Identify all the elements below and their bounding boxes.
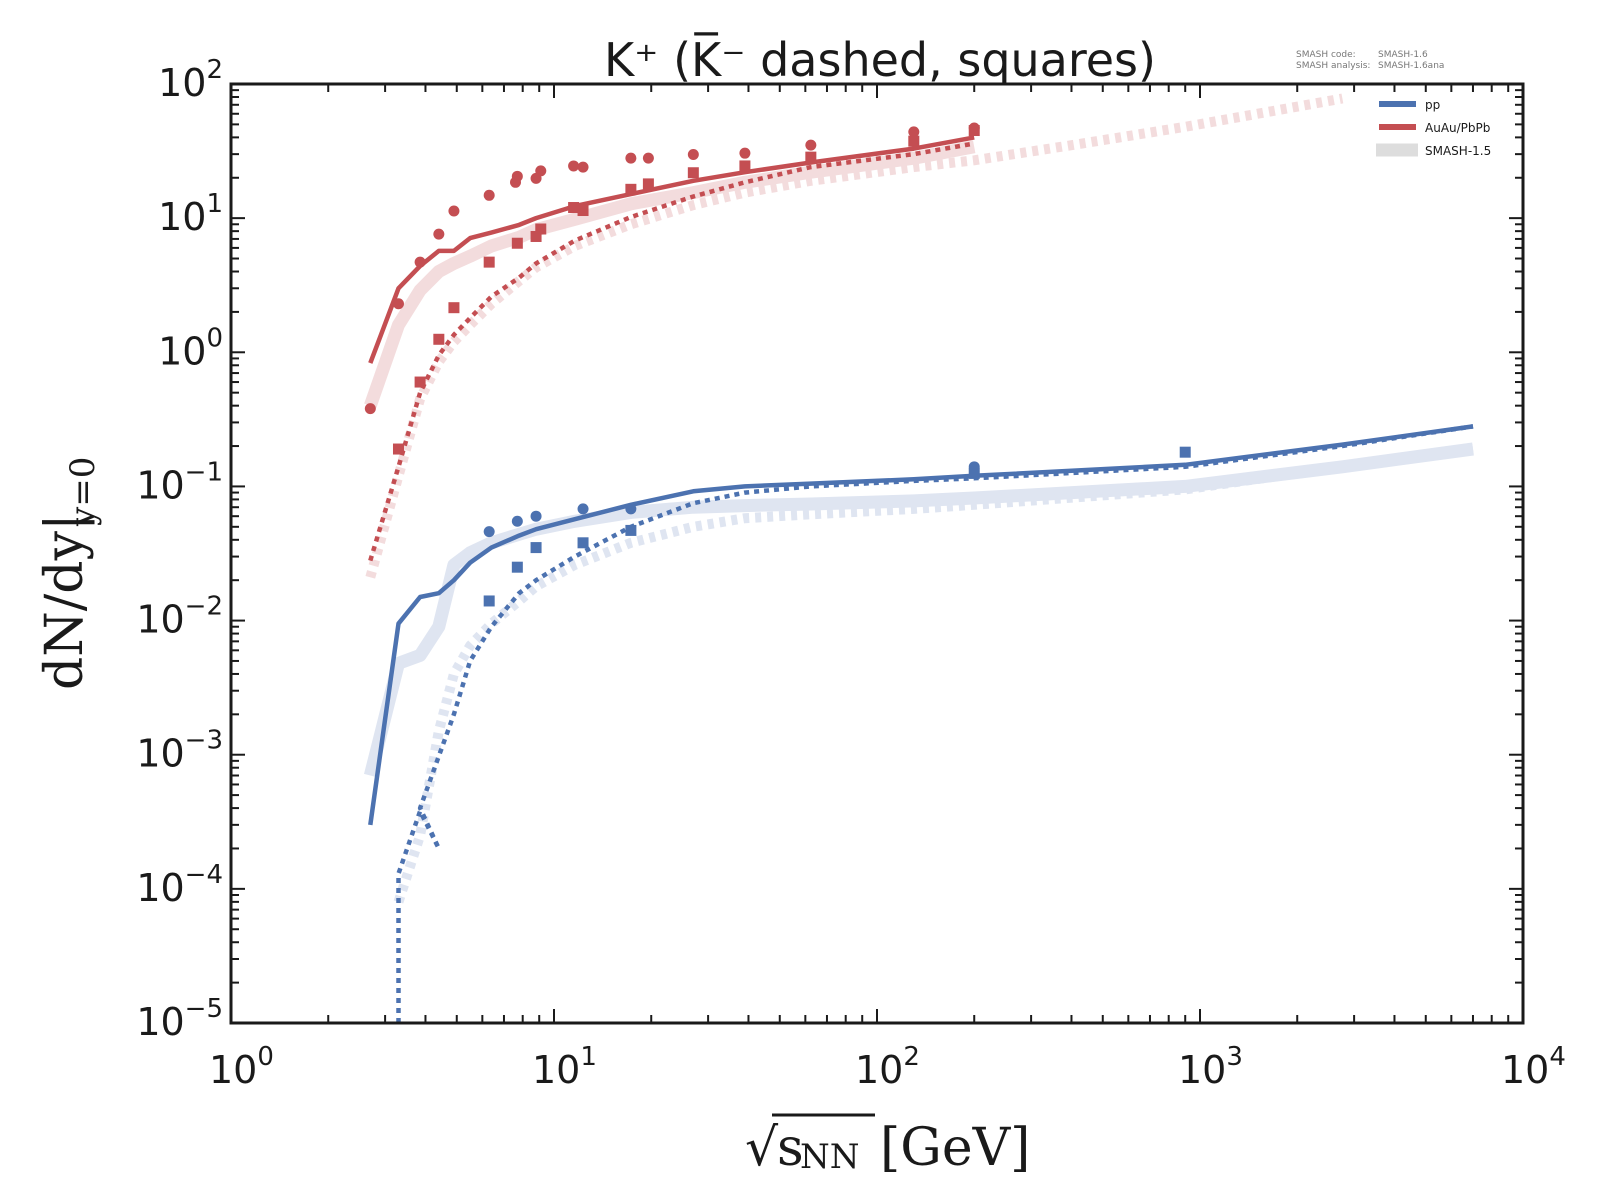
marker-layer [364,122,1191,607]
data-point-circle [364,403,376,415]
series-line-3 [368,141,975,562]
series-line-0 [364,140,976,408]
data-point-circle [577,161,589,173]
code-label: SMASH code: [1296,50,1356,60]
data-point-square [511,561,523,573]
x-tick-label: 100 [209,1042,274,1092]
data-point-circle [535,165,547,177]
data-point-circle [483,189,495,201]
legend: pp AuAu/PbPb SMASH-1.5 [1376,98,1491,158]
data-point-square [968,467,980,479]
tick-layer [230,84,1523,1024]
data-point-square [483,256,495,268]
data-point-circle [511,170,523,182]
series-line-2 [368,135,975,364]
data-point-circle [433,228,445,240]
y-tick-label: 10−1 [136,457,223,507]
data-point-square [577,205,589,217]
y-axis-label-main: dN/dy| [35,514,95,691]
data-point-square [530,230,542,242]
data-point-square [483,595,495,607]
y-tick-label: 101 [158,189,223,239]
data-point-square [392,443,404,455]
data-point-circle [568,160,580,172]
series-line-1 [365,93,1344,579]
x-tick-label: 102 [855,1042,920,1092]
series-line-5 [393,444,1474,904]
data-point-circle [577,503,589,515]
x-axis-label-sqrt: √ [745,1118,779,1178]
data-point-circle [642,152,654,164]
data-point-square [805,151,817,163]
data-point-square [577,537,589,549]
y-tick-label: 10−2 [136,592,223,642]
analysis-value: SMASH-1.6ana [1378,61,1444,71]
y-tick-label: 102 [158,55,223,105]
plot-frame [229,82,1525,1025]
y-axis-label-sub: y=0 [63,457,103,527]
data-point-square [739,160,751,172]
series-line-7 [396,424,1474,1023]
data-point-square [530,542,542,554]
x-tick-label: 103 [1178,1042,1243,1092]
data-point-square [1179,446,1191,458]
legend-label-heavy: AuAu/PbPb [1425,121,1490,135]
data-point-circle [392,298,404,310]
data-point-square [908,135,920,147]
data-point-square [687,167,699,179]
data-point-circle [414,256,426,268]
data-point-square [625,183,637,195]
data-point-circle [908,126,920,138]
data-point-circle [511,515,523,527]
y-tick-label: 10−3 [136,726,223,776]
data-point-square [433,333,445,345]
y-tick-label: 10−5 [136,994,223,1044]
data-point-square [511,237,523,249]
data-point-circle [687,149,699,161]
x-axis-label-sub: NN [800,1137,860,1177]
data-point-square [625,524,637,536]
data-point-circle [448,205,460,217]
series-line-6 [368,424,1474,826]
legend-label-smash15: SMASH-1.5 [1425,144,1491,158]
data-point-circle [483,526,495,538]
data-point-square [642,178,654,190]
analysis-label: SMASH analysis: [1296,61,1370,71]
data-point-circle [805,139,817,151]
data-point-square [414,376,426,388]
data-point-square [448,302,460,314]
metadata-annotation: SMASH code: SMASH-1.6 SMASH analysis: SM… [1296,50,1444,71]
y-tick-label: 100 [158,323,223,373]
data-point-circle [625,503,637,515]
x-tick-label: 101 [532,1042,597,1092]
legend-label-pp: pp [1425,98,1440,112]
series-line-4 [363,442,1474,778]
code-value: SMASH-1.6 [1378,50,1428,60]
data-point-circle [530,510,542,522]
data-point-square [968,125,980,137]
data-point-circle [625,152,637,164]
data-point-square [535,223,547,235]
x-axis-label-unit: [GeV] [880,1118,1030,1178]
data-point-circle [739,147,751,159]
y-axis-label: dN/dy| y=0 [35,457,103,690]
y-tick-label: 10−4 [136,860,223,910]
x-axis-label-var: s [777,1118,804,1178]
chart-title: K⁺ (K̅⁻ dashed, squares) [604,32,1156,87]
x-axis-label: √ s NN [GeV] [745,1113,1030,1178]
x-tick-label: 104 [1501,1042,1566,1092]
tick-label-layer: 100 101 102 103 104 102 101 100 10−1 10−2 10−3 10−4… [136,55,1566,1092]
data-point-square [568,202,580,214]
